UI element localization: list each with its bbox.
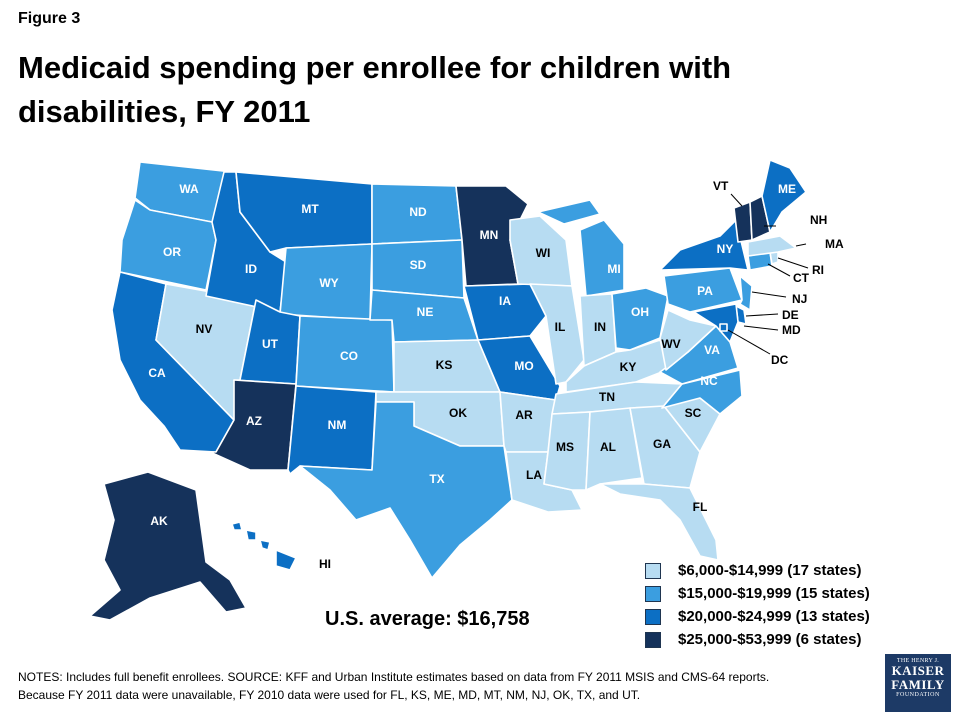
state-RI[interactable] bbox=[769, 251, 779, 265]
state-ME[interactable] bbox=[761, 159, 807, 233]
legend-label: $25,000-$53,999 (6 states) bbox=[678, 631, 862, 648]
label-AR: AR bbox=[515, 408, 533, 422]
label-AL: AL bbox=[600, 440, 616, 454]
label-DE: DE bbox=[782, 308, 799, 322]
us-average: U.S. average: $16,758 bbox=[325, 608, 530, 630]
label-CA: CA bbox=[148, 366, 166, 380]
state-MD[interactable] bbox=[693, 303, 739, 343]
label-NY: NY bbox=[717, 242, 734, 256]
label-MN: MN bbox=[480, 228, 499, 242]
label-ID: ID bbox=[245, 262, 257, 276]
label-ME: ME bbox=[778, 182, 796, 196]
label-TX: TX bbox=[429, 472, 444, 486]
notes-line-1: NOTES: Includes full benefit enrollees. … bbox=[18, 670, 770, 684]
label-KY: KY bbox=[620, 360, 637, 374]
state-VT[interactable] bbox=[733, 201, 753, 243]
legend-swatch bbox=[645, 586, 661, 602]
label-IN: IN bbox=[594, 320, 606, 334]
state-NY[interactable] bbox=[659, 219, 749, 271]
label-OH: OH bbox=[631, 305, 649, 319]
label-NH: NH bbox=[810, 213, 827, 227]
label-VT: VT bbox=[713, 179, 729, 193]
label-DC: DC bbox=[771, 353, 789, 367]
state-TX[interactable] bbox=[299, 401, 513, 579]
callout-labels: VT NH MA RI CT NJ DE MD DC AK HI bbox=[150, 179, 844, 571]
label-ND: ND bbox=[409, 205, 427, 219]
us-choropleth-map: WA OR CA NV ID MT WY UT AZ CO NM ND SD N… bbox=[89, 159, 844, 621]
label-OR: OR bbox=[163, 245, 181, 259]
state-GA[interactable] bbox=[629, 405, 701, 489]
label-KS: KS bbox=[436, 358, 453, 372]
legend-swatch bbox=[645, 563, 661, 579]
label-LA: LA bbox=[526, 468, 542, 482]
logo-line-2: KAISER bbox=[891, 663, 945, 678]
label-TN: TN bbox=[599, 390, 615, 404]
legend-label: $6,000-$14,999 (17 states) bbox=[678, 562, 862, 579]
label-RI: RI bbox=[812, 263, 824, 277]
label-WV: WV bbox=[661, 337, 680, 351]
label-NC: NC bbox=[700, 374, 718, 388]
label-AZ: AZ bbox=[246, 414, 262, 428]
state-labels: WA OR CA NV ID MT WY UT AZ CO NM ND SD N… bbox=[148, 182, 796, 514]
logo-line-4: FOUNDATION bbox=[896, 692, 940, 698]
notes: NOTES: Includes full benefit enrollees. … bbox=[18, 668, 878, 704]
logo-line-3: FAMILY bbox=[891, 677, 945, 692]
label-MI: MI bbox=[607, 262, 620, 276]
label-OK: OK bbox=[449, 406, 467, 420]
state-HI[interactable] bbox=[231, 521, 297, 571]
label-UT: UT bbox=[262, 337, 279, 351]
kff-logo: THE HENRY J. KAISER FAMILY FOUNDATION bbox=[885, 654, 951, 712]
label-SC: SC bbox=[685, 406, 702, 420]
figure-label: Figure 3 bbox=[18, 10, 81, 27]
state-NJ[interactable] bbox=[739, 275, 753, 311]
chart-title: Medicaid spending per enrollee for child… bbox=[18, 50, 732, 129]
label-MD: MD bbox=[782, 323, 801, 337]
label-PA: PA bbox=[697, 284, 713, 298]
label-MA: MA bbox=[825, 237, 844, 251]
label-MS: MS bbox=[556, 440, 574, 454]
label-FL: FL bbox=[693, 500, 708, 514]
notes-line-2: Because FY 2011 data were unavailable, F… bbox=[18, 688, 641, 702]
state-AL[interactable] bbox=[585, 407, 643, 491]
state-MA[interactable] bbox=[747, 235, 797, 257]
logo-line-1: THE HENRY J. bbox=[896, 658, 940, 664]
label-NV: NV bbox=[196, 322, 213, 336]
label-WY: WY bbox=[319, 276, 338, 290]
legend-swatch bbox=[645, 609, 661, 625]
label-IA: IA bbox=[499, 294, 511, 308]
label-NJ: NJ bbox=[792, 292, 807, 306]
state-MI[interactable] bbox=[537, 199, 625, 297]
legend-label: $15,000-$19,999 (15 states) bbox=[678, 585, 870, 602]
state-DC[interactable] bbox=[719, 323, 728, 332]
label-HI: HI bbox=[319, 557, 331, 571]
label-WA: WA bbox=[179, 182, 199, 196]
legend-label: $20,000-$24,999 (13 states) bbox=[678, 608, 870, 625]
state-AK[interactable] bbox=[89, 471, 247, 621]
label-AK: AK bbox=[150, 514, 168, 528]
label-IL: IL bbox=[555, 320, 566, 334]
label-NE: NE bbox=[417, 305, 434, 319]
label-CT: CT bbox=[793, 271, 810, 285]
label-MT: MT bbox=[301, 202, 319, 216]
state-PA[interactable] bbox=[663, 267, 743, 313]
label-CO: CO bbox=[340, 349, 358, 363]
label-MO: MO bbox=[514, 359, 533, 373]
state-FL[interactable] bbox=[599, 483, 719, 561]
label-SD: SD bbox=[410, 258, 427, 272]
label-WI: WI bbox=[536, 246, 551, 260]
label-GA: GA bbox=[653, 437, 671, 451]
legend-swatch bbox=[645, 632, 661, 648]
label-VA: VA bbox=[704, 343, 720, 357]
label-NM: NM bbox=[328, 418, 347, 432]
